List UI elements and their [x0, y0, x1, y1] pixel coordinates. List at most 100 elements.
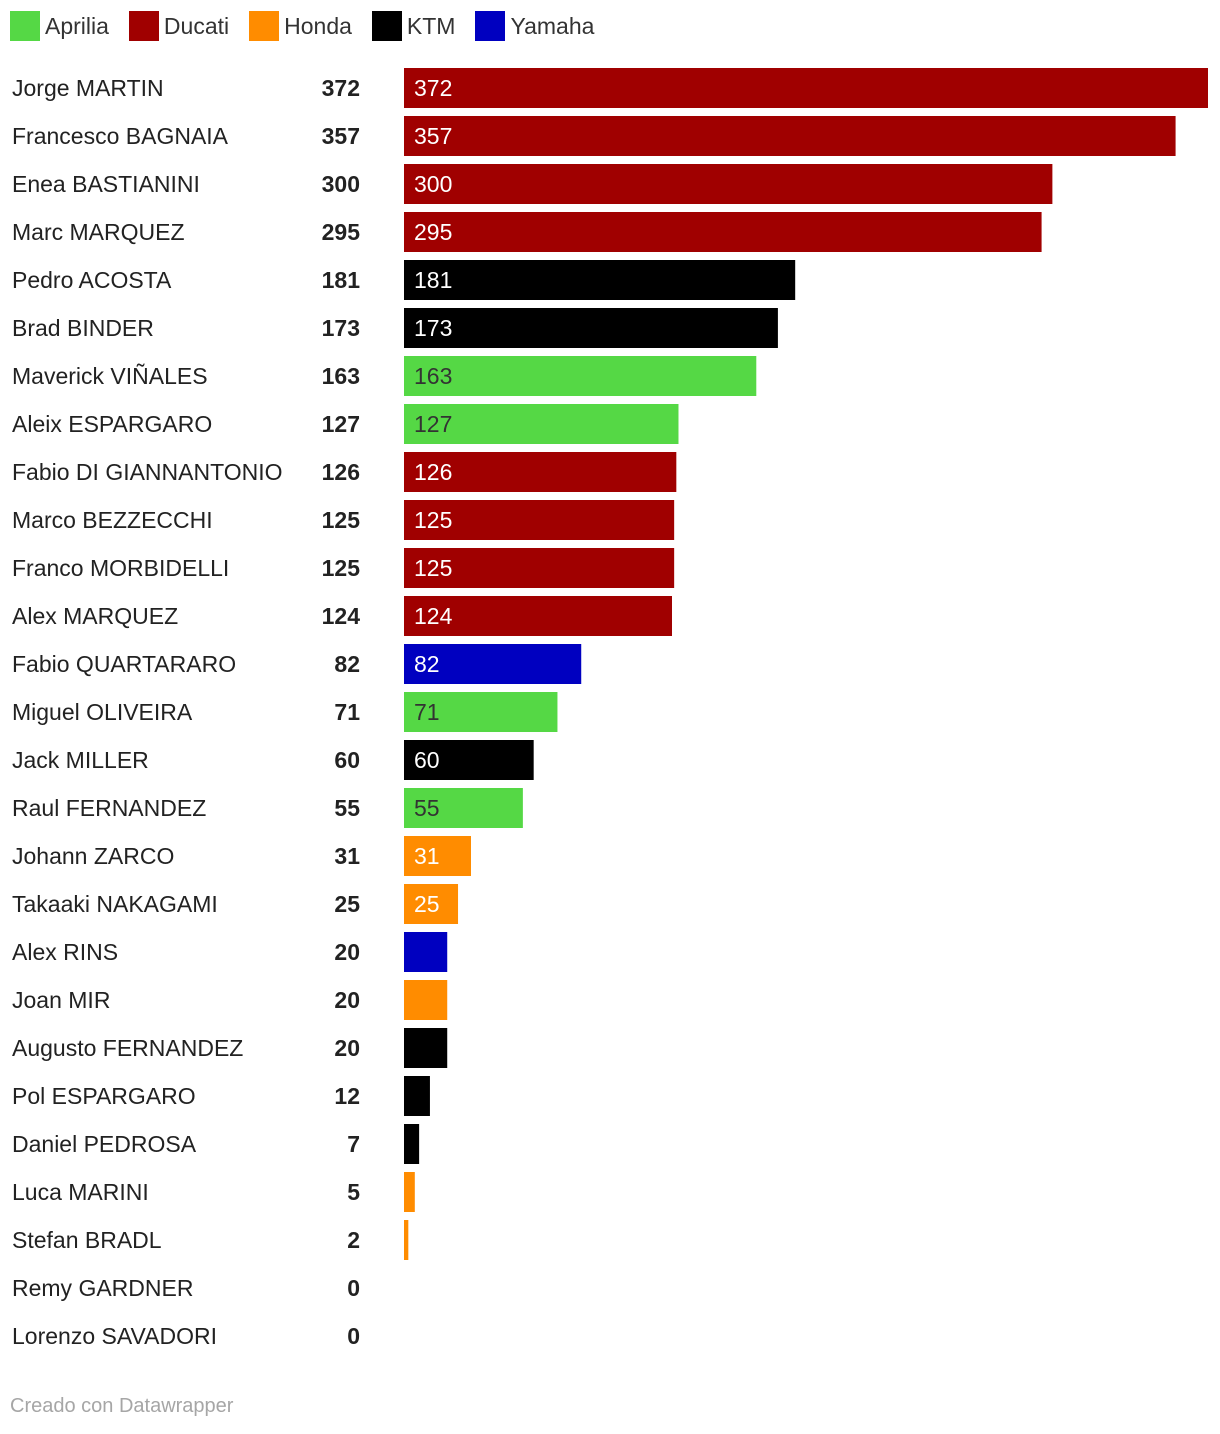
bar-value-label: 295 [414, 219, 452, 245]
bar [404, 308, 778, 348]
bar [404, 260, 796, 300]
bar [404, 1220, 409, 1260]
bar [404, 356, 757, 396]
bar-value-label: 300 [414, 171, 452, 197]
rider-points-label: 372 [322, 75, 360, 101]
rider-name-label: Remy GARDNER [12, 1275, 193, 1301]
rider-points-label: 31 [334, 843, 360, 869]
rider-name-label: Franco MORBIDELLI [12, 555, 229, 581]
legend-item: Honda [249, 11, 352, 41]
rider-points-label: 0 [347, 1275, 360, 1301]
rider-points-label: 357 [322, 123, 360, 149]
bar-value-label: 126 [414, 459, 452, 485]
rider-points-label: 181 [322, 267, 361, 293]
rider-points-label: 20 [334, 1035, 360, 1061]
legend-label: Ducati [163, 12, 230, 39]
legend-label: Yamaha [510, 12, 595, 39]
bar [404, 740, 534, 780]
legend-swatch [10, 11, 40, 41]
bar-value-label: 181 [414, 267, 452, 293]
rider-name-label: Lorenzo SAVADORI [12, 1323, 217, 1349]
bar-value-label: 357 [414, 123, 452, 149]
bar [404, 548, 675, 588]
rider-points-label: 82 [334, 651, 360, 677]
bar-value-label: 31 [414, 843, 440, 869]
legend: Aprilia Ducati Honda KTM Yamaha [10, 10, 614, 42]
legend-item: Aprilia [10, 11, 109, 41]
rider-name-label: Daniel PEDROSA [12, 1131, 197, 1157]
rider-name-label: Raul FERNANDEZ [12, 795, 206, 821]
rider-name-label: Brad BINDER [12, 315, 154, 341]
bar [404, 884, 459, 924]
bar-value-label: 372 [414, 75, 452, 101]
rider-points-label: 300 [322, 171, 360, 197]
rider-points-label: 125 [322, 555, 361, 581]
rider-name-label: Pedro ACOSTA [12, 267, 172, 293]
bar [404, 68, 1208, 108]
rider-name-label: Alex MARQUEZ [12, 603, 178, 629]
rider-name-label: Johann ZARCO [12, 843, 174, 869]
rider-name-label: Francesco BAGNAIA [12, 123, 229, 149]
rider-name-label: Maverick VIÑALES [12, 363, 208, 389]
rider-name-label: Fabio QUARTARARO [12, 651, 236, 677]
rider-name-label: Enea BASTIANINI [12, 171, 200, 197]
rider-points-label: 71 [334, 699, 360, 725]
bar-value-label: 173 [414, 315, 452, 341]
rider-points-label: 0 [347, 1323, 360, 1349]
bar-value-label: 60 [414, 747, 440, 773]
rider-name-label: Stefan BRADL [12, 1227, 162, 1253]
rider-points-label: 126 [322, 459, 360, 485]
rider-name-label: Alex RINS [12, 939, 118, 965]
rider-name-label: Marc MARQUEZ [12, 219, 185, 245]
rider-name-label: Jack MILLER [12, 747, 149, 773]
bar [404, 1028, 448, 1068]
bar-value-label: 125 [414, 507, 452, 533]
legend-swatch [371, 11, 402, 41]
rider-points-label: 295 [322, 219, 361, 245]
legend-item: KTM [371, 11, 455, 41]
bar-value-label: 82 [414, 651, 440, 677]
rider-name-label: Augusto FERNANDEZ [12, 1035, 243, 1061]
bar-value-label: 127 [414, 411, 452, 437]
rider-points-label: 173 [322, 315, 360, 341]
rider-name-label: Joan MIR [12, 987, 110, 1013]
rider-name-label: Jorge MARTIN [12, 75, 164, 101]
legend-label: Honda [284, 12, 352, 39]
rider-points-label: 7 [347, 1131, 360, 1157]
bar [404, 788, 523, 828]
bar [404, 932, 448, 972]
bar [404, 212, 1042, 252]
rider-name-label: Takaaki NAKAGAMI [12, 891, 218, 917]
bar-value-label: 25 [414, 891, 440, 917]
rider-name-label: Aleix ESPARGARO [12, 411, 212, 437]
legend-swatch [249, 11, 280, 41]
bar-value-label: 71 [414, 699, 440, 725]
legend-swatch [475, 11, 506, 41]
legend-swatch [128, 11, 159, 41]
rider-points-label: 55 [334, 795, 360, 821]
bar [404, 836, 471, 876]
rider-points-label: 20 [334, 987, 360, 1013]
footer-credit[interactable]: Creado con Datawrapper [10, 1395, 234, 1417]
bar [404, 692, 558, 732]
bar [404, 164, 1053, 204]
bar [404, 116, 1176, 156]
bar [404, 980, 448, 1020]
bar [404, 404, 679, 444]
rider-name-label: Marco BEZZECCHI [12, 507, 213, 533]
bar [404, 500, 675, 540]
bar-value-label: 163 [414, 363, 452, 389]
bar-chart: Jorge MARTIN 372 372 Francesco BAGNAIA 357 35… [12, 68, 1208, 1349]
rider-points-label: 12 [334, 1083, 360, 1109]
rider-name-label: Miguel OLIVEIRA [12, 699, 193, 725]
rider-points-label: 5 [347, 1179, 360, 1205]
rider-name-label: Pol ESPARGARO [12, 1083, 196, 1109]
bar-value-label: 124 [414, 603, 453, 629]
bar-value-label: 125 [414, 555, 452, 581]
rider-points-label: 25 [334, 891, 360, 917]
bar [404, 596, 672, 636]
rider-points-label: 20 [334, 939, 360, 965]
rider-points-label: 163 [322, 363, 360, 389]
bar [404, 1076, 430, 1116]
legend-item: Ducati [128, 11, 230, 41]
